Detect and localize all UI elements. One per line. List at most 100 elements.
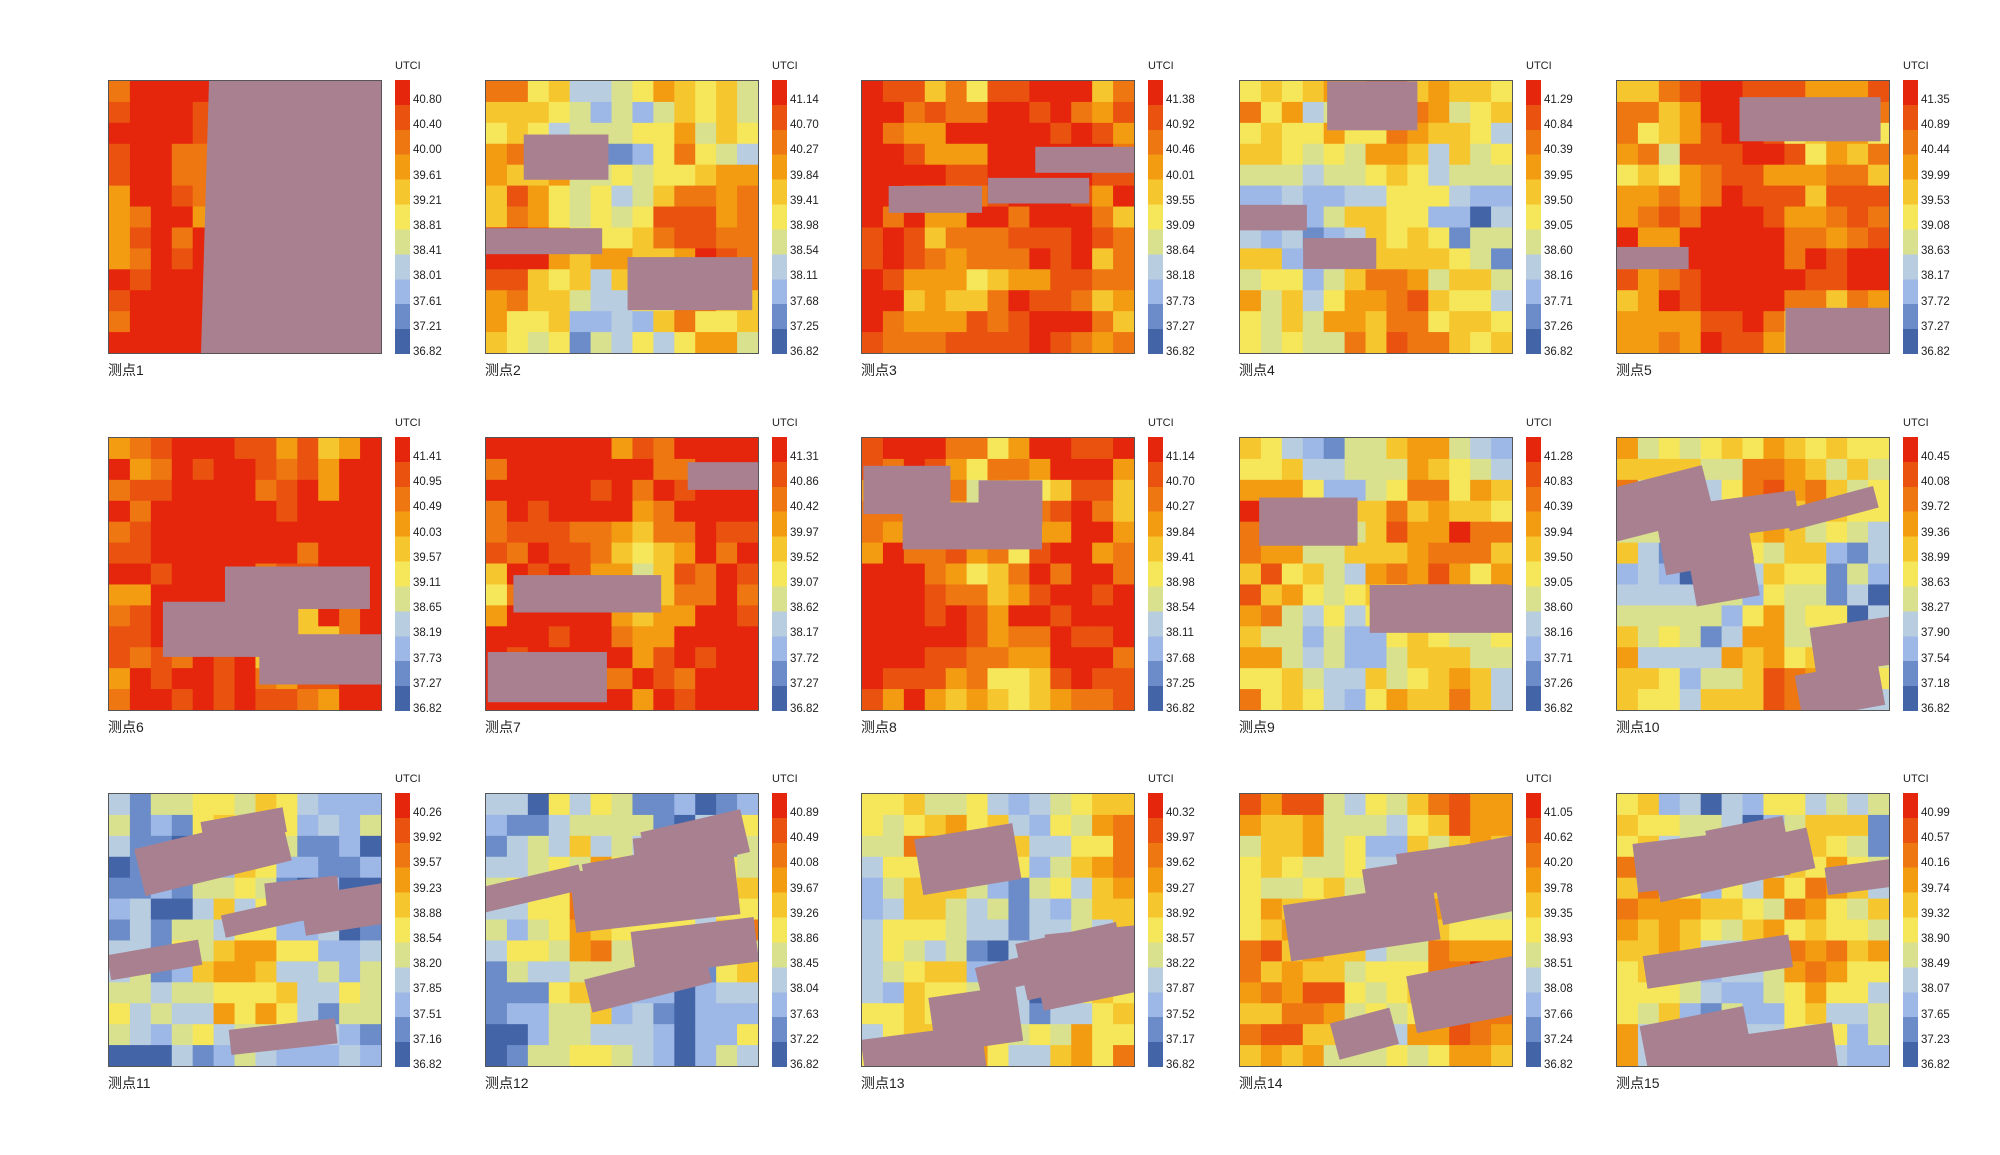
heatmap-cell bbox=[1721, 227, 1744, 249]
heatmap-cell bbox=[1491, 269, 1512, 291]
heatmap-cell bbox=[360, 605, 381, 627]
heatmap-cell bbox=[1281, 668, 1304, 690]
heatmap-panel: UTCI 40.80 40.40 40.00 39.61 39.21 38.81 38.41 3… bbox=[108, 60, 468, 410]
heatmap-cell bbox=[506, 81, 529, 103]
heatmap-cell bbox=[129, 919, 152, 941]
heatmap-cell bbox=[1029, 689, 1051, 710]
heatmap-cell bbox=[1092, 689, 1114, 710]
heatmap-cell bbox=[1700, 122, 1723, 145]
heatmap-cell bbox=[150, 479, 173, 502]
heatmap-cell bbox=[1826, 605, 1848, 627]
heatmap-cell bbox=[1008, 563, 1030, 585]
heatmap-cell bbox=[1470, 248, 1492, 270]
heatmap-cell bbox=[1029, 438, 1051, 460]
heatmap-cell bbox=[1449, 563, 1471, 585]
heatmap-cell bbox=[192, 542, 215, 565]
heatmap-cell bbox=[1617, 940, 1639, 962]
heatmap-cell bbox=[1763, 794, 1785, 816]
heatmap-cell bbox=[527, 794, 550, 816]
heatmap-cell bbox=[1113, 227, 1134, 249]
heatmap-cell bbox=[1029, 290, 1051, 312]
heatmap-cell bbox=[192, 500, 215, 523]
heatmap-cell bbox=[171, 81, 194, 103]
heatmap-cell bbox=[506, 458, 529, 481]
heatmap-cell bbox=[695, 689, 717, 710]
heatmap-cell bbox=[339, 605, 361, 627]
heatmap-cell bbox=[339, 458, 361, 481]
heatmap-cell bbox=[611, 332, 633, 353]
heatmap-cell bbox=[903, 563, 926, 585]
heatmap-cell bbox=[109, 185, 131, 208]
heatmap-cell bbox=[360, 438, 381, 460]
heatmap-cell bbox=[1491, 164, 1512, 187]
heatmap-cell bbox=[548, 101, 571, 124]
heatmap-cell bbox=[129, 668, 152, 690]
heatmap-cell bbox=[192, 961, 215, 983]
colorbar-tick-label: 38.27 bbox=[1921, 602, 1950, 615]
heatmap-cell bbox=[862, 332, 884, 353]
heatmap-cell bbox=[1323, 290, 1346, 312]
heatmap-grid bbox=[861, 80, 1135, 354]
heatmap-cell bbox=[129, 479, 152, 502]
heatmap-cell bbox=[1386, 500, 1408, 523]
heatmap-cell bbox=[1071, 81, 1093, 103]
heatmap-cell bbox=[1700, 143, 1723, 166]
heatmap-cell bbox=[1491, 1024, 1512, 1046]
heatmap-cell bbox=[737, 101, 758, 124]
heatmap-cell bbox=[1470, 1045, 1492, 1066]
building-footprint bbox=[486, 228, 603, 255]
heatmap-cell bbox=[1008, 794, 1030, 816]
heatmap-cell bbox=[1092, 81, 1114, 103]
heatmap-cell bbox=[1470, 227, 1492, 249]
heatmap-cell bbox=[1365, 814, 1387, 837]
heatmap-cell bbox=[1050, 122, 1072, 145]
heatmap-cell bbox=[1658, 164, 1681, 187]
heatmap-cell bbox=[1763, 248, 1785, 270]
heatmap-cell bbox=[276, 438, 298, 460]
heatmap-cell bbox=[882, 122, 905, 145]
heatmap-cell bbox=[1071, 898, 1093, 921]
heatmap-panel: UTCI 41.41 40.95 40.49 40.03 39.57 39.11 38.65 3… bbox=[108, 417, 468, 767]
colorbar-tick-label: 37.71 bbox=[1544, 652, 1573, 665]
heatmap-cell bbox=[1491, 81, 1512, 103]
heatmap-cell bbox=[1742, 982, 1764, 1004]
heatmap-cell bbox=[527, 332, 550, 353]
building-footprint bbox=[134, 813, 292, 896]
heatmap-cell bbox=[1344, 563, 1367, 585]
heatmap-cell bbox=[945, 227, 968, 249]
heatmap-cell bbox=[882, 877, 905, 900]
heatmap-cell bbox=[1491, 1045, 1512, 1066]
heatmap-cell bbox=[716, 794, 738, 816]
colorbar-tick-label: 38.08 bbox=[1544, 983, 1573, 996]
heatmap-cell bbox=[1449, 919, 1471, 941]
colorbar-tick-label: 38.01 bbox=[413, 270, 442, 283]
heatmap-cell bbox=[1742, 290, 1764, 312]
heatmap-cell bbox=[737, 668, 758, 690]
heatmap-cell bbox=[1658, 626, 1681, 648]
heatmap-cell bbox=[632, 542, 654, 565]
heatmap-cell bbox=[945, 81, 968, 103]
heatmap-cell bbox=[1071, 458, 1093, 481]
heatmap-cell bbox=[1260, 668, 1283, 690]
heatmap-cell bbox=[1008, 122, 1030, 145]
colorbar-title: UTCI bbox=[772, 417, 798, 429]
heatmap-cell bbox=[862, 1003, 884, 1025]
heatmap-cell bbox=[171, 311, 194, 333]
heatmap-cell bbox=[1637, 185, 1660, 208]
heatmap-cell bbox=[987, 438, 1009, 460]
heatmap-cell bbox=[1763, 898, 1785, 921]
heatmap-cell bbox=[1491, 206, 1512, 228]
heatmap-cell bbox=[1721, 143, 1744, 166]
heatmap-cell bbox=[1868, 982, 1889, 1004]
heatmap-cell bbox=[1805, 940, 1827, 962]
colorbar-tick-label: 36.82 bbox=[413, 346, 442, 358]
heatmap-cell bbox=[966, 605, 989, 627]
heatmap-cell bbox=[653, 521, 675, 544]
heatmap-cell bbox=[1805, 143, 1827, 166]
heatmap-cell bbox=[506, 206, 529, 228]
heatmap-cell bbox=[1449, 185, 1471, 208]
heatmap-cell bbox=[1805, 164, 1827, 187]
colorbar-tick-label: 39.23 bbox=[413, 882, 442, 895]
heatmap-cell bbox=[527, 1024, 550, 1046]
heatmap-cell bbox=[1240, 1045, 1262, 1066]
